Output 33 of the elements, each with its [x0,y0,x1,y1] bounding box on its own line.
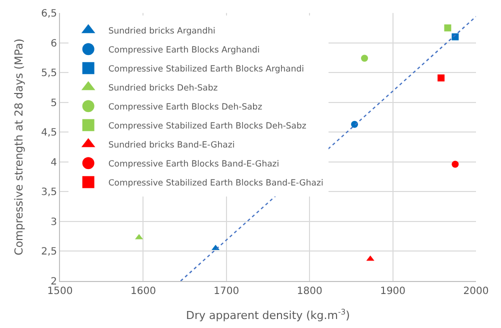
point [438,74,445,82]
y-tick-label: 6,5 [41,8,57,20]
x-tick-label: 1800 [296,286,322,297]
x-tick-label: 1600 [130,286,156,297]
y-tick-label: 4,5 [41,128,57,139]
x-axis-title: Dry apparent density (kg.m$^{-3}$) [186,308,350,322]
legend-label: Compressive Earth Blocks Band-E-Ghazi [108,159,280,170]
y-tick-label: 4 [50,157,57,168]
y-tick-label: 2,5 [41,246,57,258]
y-tick-label: 6 [50,38,57,50]
point [366,255,374,261]
legend-label: Compressive Earth Blocks Arghandi [108,45,260,56]
legend-label: Compressive Earth Blocks Deh-Sabz [108,102,263,112]
legend-label: Sundried bricks Band-E-Ghazi [108,140,235,150]
legend-label: Compressive Stabilized Earth Blocks Band-E-Ghazi [108,178,324,188]
y-tick-label: 3,5 [41,187,57,198]
x-tick-label: 2000 [463,286,489,297]
y-tick-label: 5 [50,98,57,109]
y-axis-title: Compressive strength at 28 days (MPa) [12,38,26,256]
y-tick-label: 2 [50,276,57,288]
x-tick-label: 1900 [380,286,406,297]
legend-label: Sundried bricks Argandhi [108,26,216,36]
y-tick-label: 3 [50,216,57,228]
point [452,33,459,40]
x-tick-label: 1500 [47,286,73,297]
legend-label: Sundried bricks Deh-Sabz [108,83,218,94]
point [361,54,368,62]
y-tick-label: 5,5 [41,68,57,80]
x-tick-label: 1700 [214,286,240,297]
point [444,24,452,32]
legend-label: Compressive Stabilized Earth Blocks Arghandi [108,64,304,74]
point [452,160,459,168]
legend-label: Compressive Stabilized Earth Blocks Deh-Sabz [108,121,307,132]
